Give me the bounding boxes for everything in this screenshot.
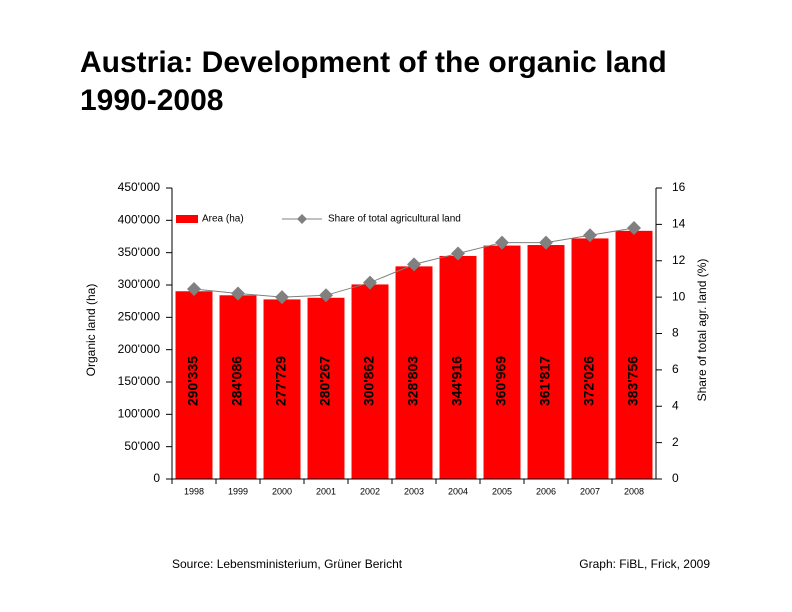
share-marker [627,221,641,236]
x-tick-label: 2002 [360,486,380,496]
bar [483,245,521,479]
bar [351,284,389,479]
y2-tick-label: 0 [672,471,679,485]
bar-value-label: 344'916 [449,356,465,406]
y-tick-label: 300'000 [118,277,161,291]
bar [571,238,609,479]
y2-tick-label: 12 [672,253,686,267]
bar-value-label: 361'817 [537,356,553,406]
share-marker [363,275,377,290]
bar-value-label: 284'086 [229,356,245,406]
bar-value-label: 277'729 [273,356,289,406]
bar [175,291,213,479]
x-tick-label: 2006 [536,486,556,496]
bar-value-label: 300'862 [361,356,377,406]
share-marker [539,235,553,250]
bar-value-label: 383'756 [625,356,641,406]
bar [527,245,565,479]
y-axis-label: Organic land (ha) [84,284,98,377]
y-tick-label: 50'000 [124,439,160,453]
y-tick-label: 250'000 [118,310,161,324]
y-tick-label: 450'000 [118,180,161,194]
y2-tick-label: 6 [672,362,679,376]
share-marker [231,286,245,301]
x-tick-label: 1999 [228,486,248,496]
bar [219,295,257,479]
bar [307,297,345,479]
bar-value-label: 328'803 [405,356,421,406]
y2-tick-label: 8 [672,326,679,340]
y2-tick-label: 14 [672,217,686,231]
bar-value-label: 280'267 [317,356,333,406]
y2-tick-label: 4 [672,398,679,412]
source-note: Source: Lebensministerium, Grüner Berich… [172,557,403,571]
x-tick-label: 2001 [316,486,336,496]
x-tick-label: 2005 [492,486,512,496]
bar-value-label: 372'026 [581,356,597,406]
legend-label: Share of total agricultural land [328,214,461,225]
x-tick-label: 1998 [184,486,204,496]
bar-value-label: 360'969 [493,356,509,406]
y2-tick-label: 10 [672,289,686,303]
x-tick-label: 2003 [404,486,424,496]
x-tick-label: 2000 [272,486,292,496]
credit-note: Graph: FiBL, Frick, 2009 [579,557,710,571]
y-tick-label: 150'000 [118,374,161,388]
bar-value-label: 290'335 [185,356,201,406]
y-tick-label: 100'000 [118,407,161,421]
legend-swatch [176,215,198,223]
bar [615,230,653,479]
share-marker [275,290,289,305]
y-tick-label: 400'000 [118,213,161,227]
share-marker [407,257,421,272]
share-marker [319,288,333,303]
chart-title: Austria: Development of the organic land… [80,46,667,117]
x-tick-label: 2004 [448,486,468,496]
y-tick-label: 200'000 [118,342,161,356]
bar [395,266,433,479]
x-tick-label: 2008 [624,486,644,496]
x-tick-label: 2007 [580,486,600,496]
y-tick-label: 350'000 [118,245,161,259]
legend-marker [297,214,307,224]
legend-label: Area (ha) [202,214,244,225]
share-marker [451,246,465,261]
share-marker [495,235,509,250]
bar [439,255,477,479]
y-tick-label: 0 [153,471,160,485]
y2-tick-label: 2 [672,435,679,449]
share-marker [187,281,201,296]
bar [263,299,301,479]
y2-axis-label: Share of total agr. land (%) [695,259,709,402]
y2-tick-label: 16 [672,180,686,194]
share-marker [583,228,597,243]
